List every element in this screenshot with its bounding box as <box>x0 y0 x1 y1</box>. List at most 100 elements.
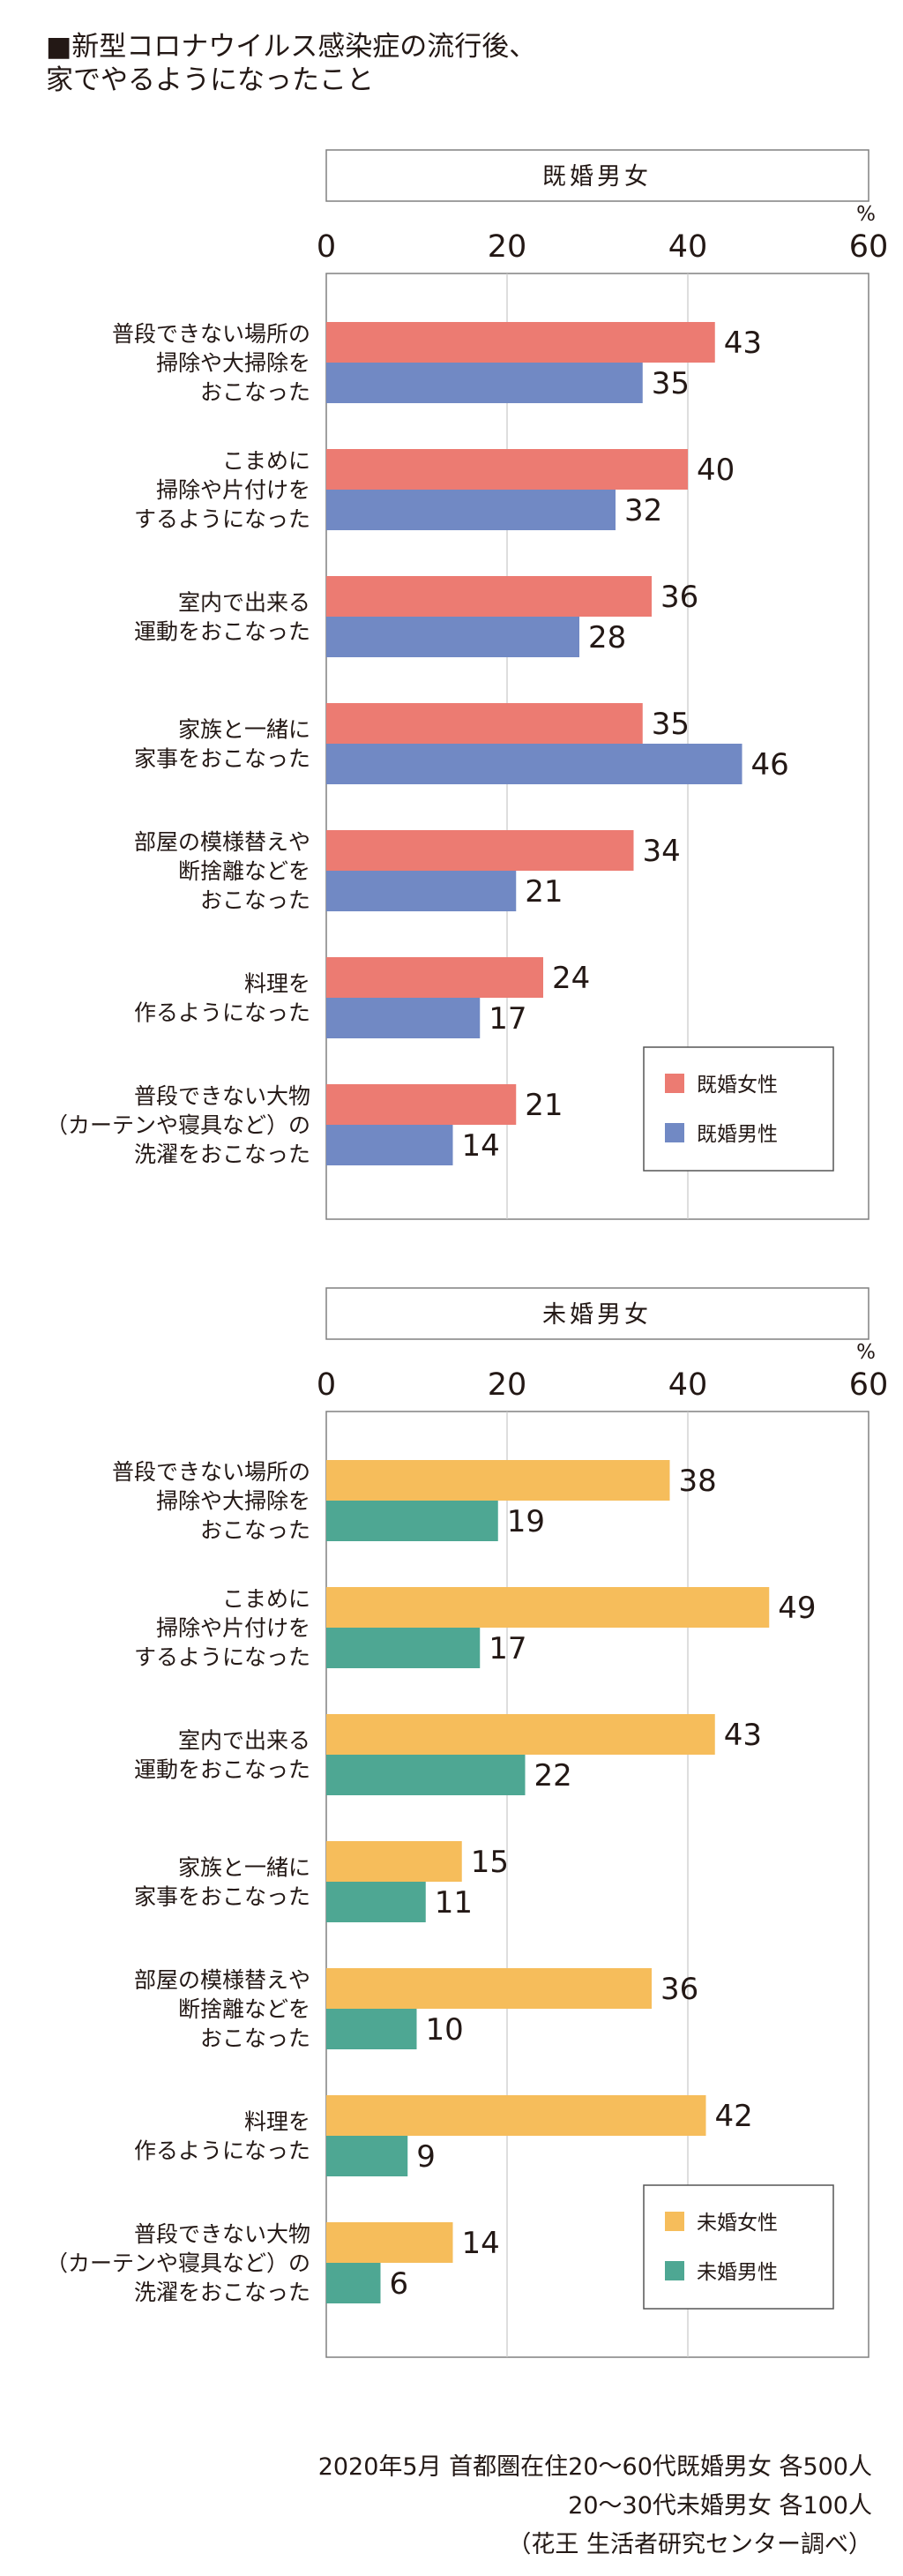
section-title-box <box>325 149 869 202</box>
data-label: 11 <box>435 1885 473 1921</box>
data-label: 17 <box>489 1631 526 1666</box>
category-label: 料理を作るようになった <box>134 2109 310 2164</box>
data-label: 21 <box>525 874 563 910</box>
category-label: こまめに掃除や片付けをするようになった <box>134 1586 310 1670</box>
data-label: 36 <box>660 580 698 615</box>
bar <box>326 2095 706 2136</box>
bar <box>326 830 634 871</box>
data-label: 22 <box>534 1758 572 1793</box>
data-label: 35 <box>652 707 690 742</box>
bar <box>326 1882 426 1922</box>
bar <box>326 322 715 363</box>
data-label: 28 <box>588 620 626 655</box>
unmarried-bar-chart: 未婚男女% 0 20 40 60 38 19 普段できない場所の掃除や大掃除をおこなった 49 1… <box>46 1287 889 2358</box>
legend-swatch <box>665 2212 684 2231</box>
source-note-line-2: 20～30代未婚男女 各100人 <box>568 2492 872 2520</box>
data-label: 21 <box>525 1088 563 1123</box>
category-label: 普段できない大物（カーテンや寝具など）の洗濯をおこなった <box>46 2221 310 2305</box>
bar <box>326 957 543 998</box>
title-line-1: ■新型コロナウイルス感染症の流行後、 <box>46 31 537 63</box>
data-label: 14 <box>462 1128 500 1164</box>
source-note: 2020年5月 首都圏在住20～60代既婚男女 各500人 20～30代未婚男女… <box>318 2448 872 2565</box>
legend-swatch <box>665 1123 684 1142</box>
category-label: 室内で出来る運動をおこなった <box>134 590 310 645</box>
married-bar-chart: 既婚男女% 0 20 40 60 43 35 普段できない場所の掃除や大掃除をおこなった 40 3… <box>46 149 889 1220</box>
bar <box>326 617 579 657</box>
tick-label: 40 <box>668 229 708 265</box>
legend-label: 既婚女性 <box>697 1074 778 1097</box>
data-label: 10 <box>426 2012 464 2048</box>
bar <box>326 2222 453 2263</box>
bar <box>326 744 743 784</box>
legend-label: 未婚男性 <box>697 2261 778 2284</box>
data-label: 35 <box>652 366 690 401</box>
data-label: 43 <box>724 1718 762 1753</box>
bar <box>326 1714 715 1755</box>
bar <box>326 576 652 617</box>
bar <box>326 1084 517 1125</box>
data-label: 42 <box>715 2099 753 2134</box>
bar <box>326 490 616 530</box>
bar <box>326 363 643 403</box>
category-label: こまめに掃除や片付けをするようになった <box>134 448 310 532</box>
legend-swatch <box>665 2261 684 2280</box>
category-label: 部屋の模様替えや断捨離などをおこなった <box>134 829 310 913</box>
tick-label: 20 <box>488 1367 527 1403</box>
source-note-line-1: 2020年5月 首都圏在住20～60代既婚男女 各500人 <box>317 2453 872 2481</box>
bar <box>326 449 688 490</box>
chart-title: ■新型コロナウイルス感染症の流行後、 家でやるようになったこと <box>46 30 536 97</box>
unit-label: % <box>856 203 876 226</box>
category-label: 家族と一緒に家事をおこなった <box>134 1855 310 1910</box>
tick-label: 0 <box>317 229 336 265</box>
bar <box>326 703 643 744</box>
legend-label: 未婚女性 <box>697 2212 778 2235</box>
bar <box>326 1460 670 1501</box>
bar <box>326 2263 381 2303</box>
data-label: 14 <box>462 2226 500 2261</box>
source-note-line-3: （花王 生活者研究センター調べ） <box>507 2531 872 2558</box>
category-label: 普段できない大物（カーテンや寝具など）の洗濯をおこなった <box>46 1083 310 1167</box>
tick-label: 20 <box>488 229 527 265</box>
legend-label: 既婚男性 <box>697 1123 778 1146</box>
bar <box>326 2009 417 2049</box>
tick-label: 60 <box>849 1367 889 1403</box>
data-label: 6 <box>390 2266 409 2302</box>
section-title: 既婚男女 <box>542 163 652 191</box>
category-label: 普段できない場所の掃除や大掃除をおこなった <box>112 321 310 405</box>
data-label: 38 <box>679 1464 717 1499</box>
bar <box>326 1501 498 1541</box>
bar <box>326 871 517 911</box>
legend-box <box>643 2184 834 2310</box>
data-label: 15 <box>471 1845 509 1880</box>
section-title-box <box>325 1287 869 1340</box>
bar <box>326 1755 526 1795</box>
bar <box>326 1841 462 1882</box>
title-line-2: 家でやるようになったこと <box>46 64 374 96</box>
bar <box>326 1628 481 1668</box>
data-label: 34 <box>643 834 681 869</box>
data-label: 19 <box>507 1504 545 1539</box>
legend-swatch <box>665 1074 684 1093</box>
section-title: 未婚男女 <box>542 1301 652 1329</box>
data-label: 17 <box>489 1001 526 1037</box>
data-label: 43 <box>724 326 762 361</box>
data-label: 46 <box>751 747 789 783</box>
category-label: 家族と一緒に家事をおこなった <box>134 717 310 772</box>
data-label: 36 <box>660 1972 698 2007</box>
bar <box>326 2136 408 2176</box>
bar <box>326 1587 770 1628</box>
bar <box>326 998 481 1038</box>
data-label: 24 <box>552 961 590 996</box>
bar <box>326 1125 453 1165</box>
category-label: 部屋の模様替えや断捨離などをおこなった <box>134 1967 310 2051</box>
category-label: 室内で出来る運動をおこなった <box>134 1728 310 1783</box>
bar <box>326 1968 652 2009</box>
category-label: 料理を作るようになった <box>134 971 310 1026</box>
data-label: 40 <box>697 453 735 488</box>
data-label: 9 <box>416 2139 436 2175</box>
tick-label: 40 <box>668 1367 708 1403</box>
tick-label: 60 <box>849 229 889 265</box>
legend-box <box>643 1046 834 1172</box>
category-label: 普段できない場所の掃除や大掃除をおこなった <box>112 1459 310 1543</box>
data-label: 32 <box>624 493 662 528</box>
